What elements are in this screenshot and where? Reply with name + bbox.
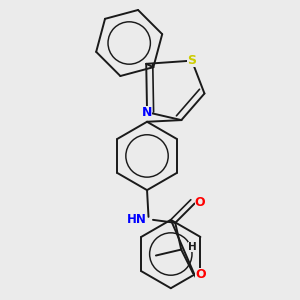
Text: N: N bbox=[142, 106, 152, 119]
Text: O: O bbox=[195, 268, 206, 281]
Text: S: S bbox=[187, 54, 196, 67]
Text: O: O bbox=[195, 196, 205, 208]
Text: HN: HN bbox=[127, 213, 147, 226]
Text: H: H bbox=[188, 242, 197, 252]
